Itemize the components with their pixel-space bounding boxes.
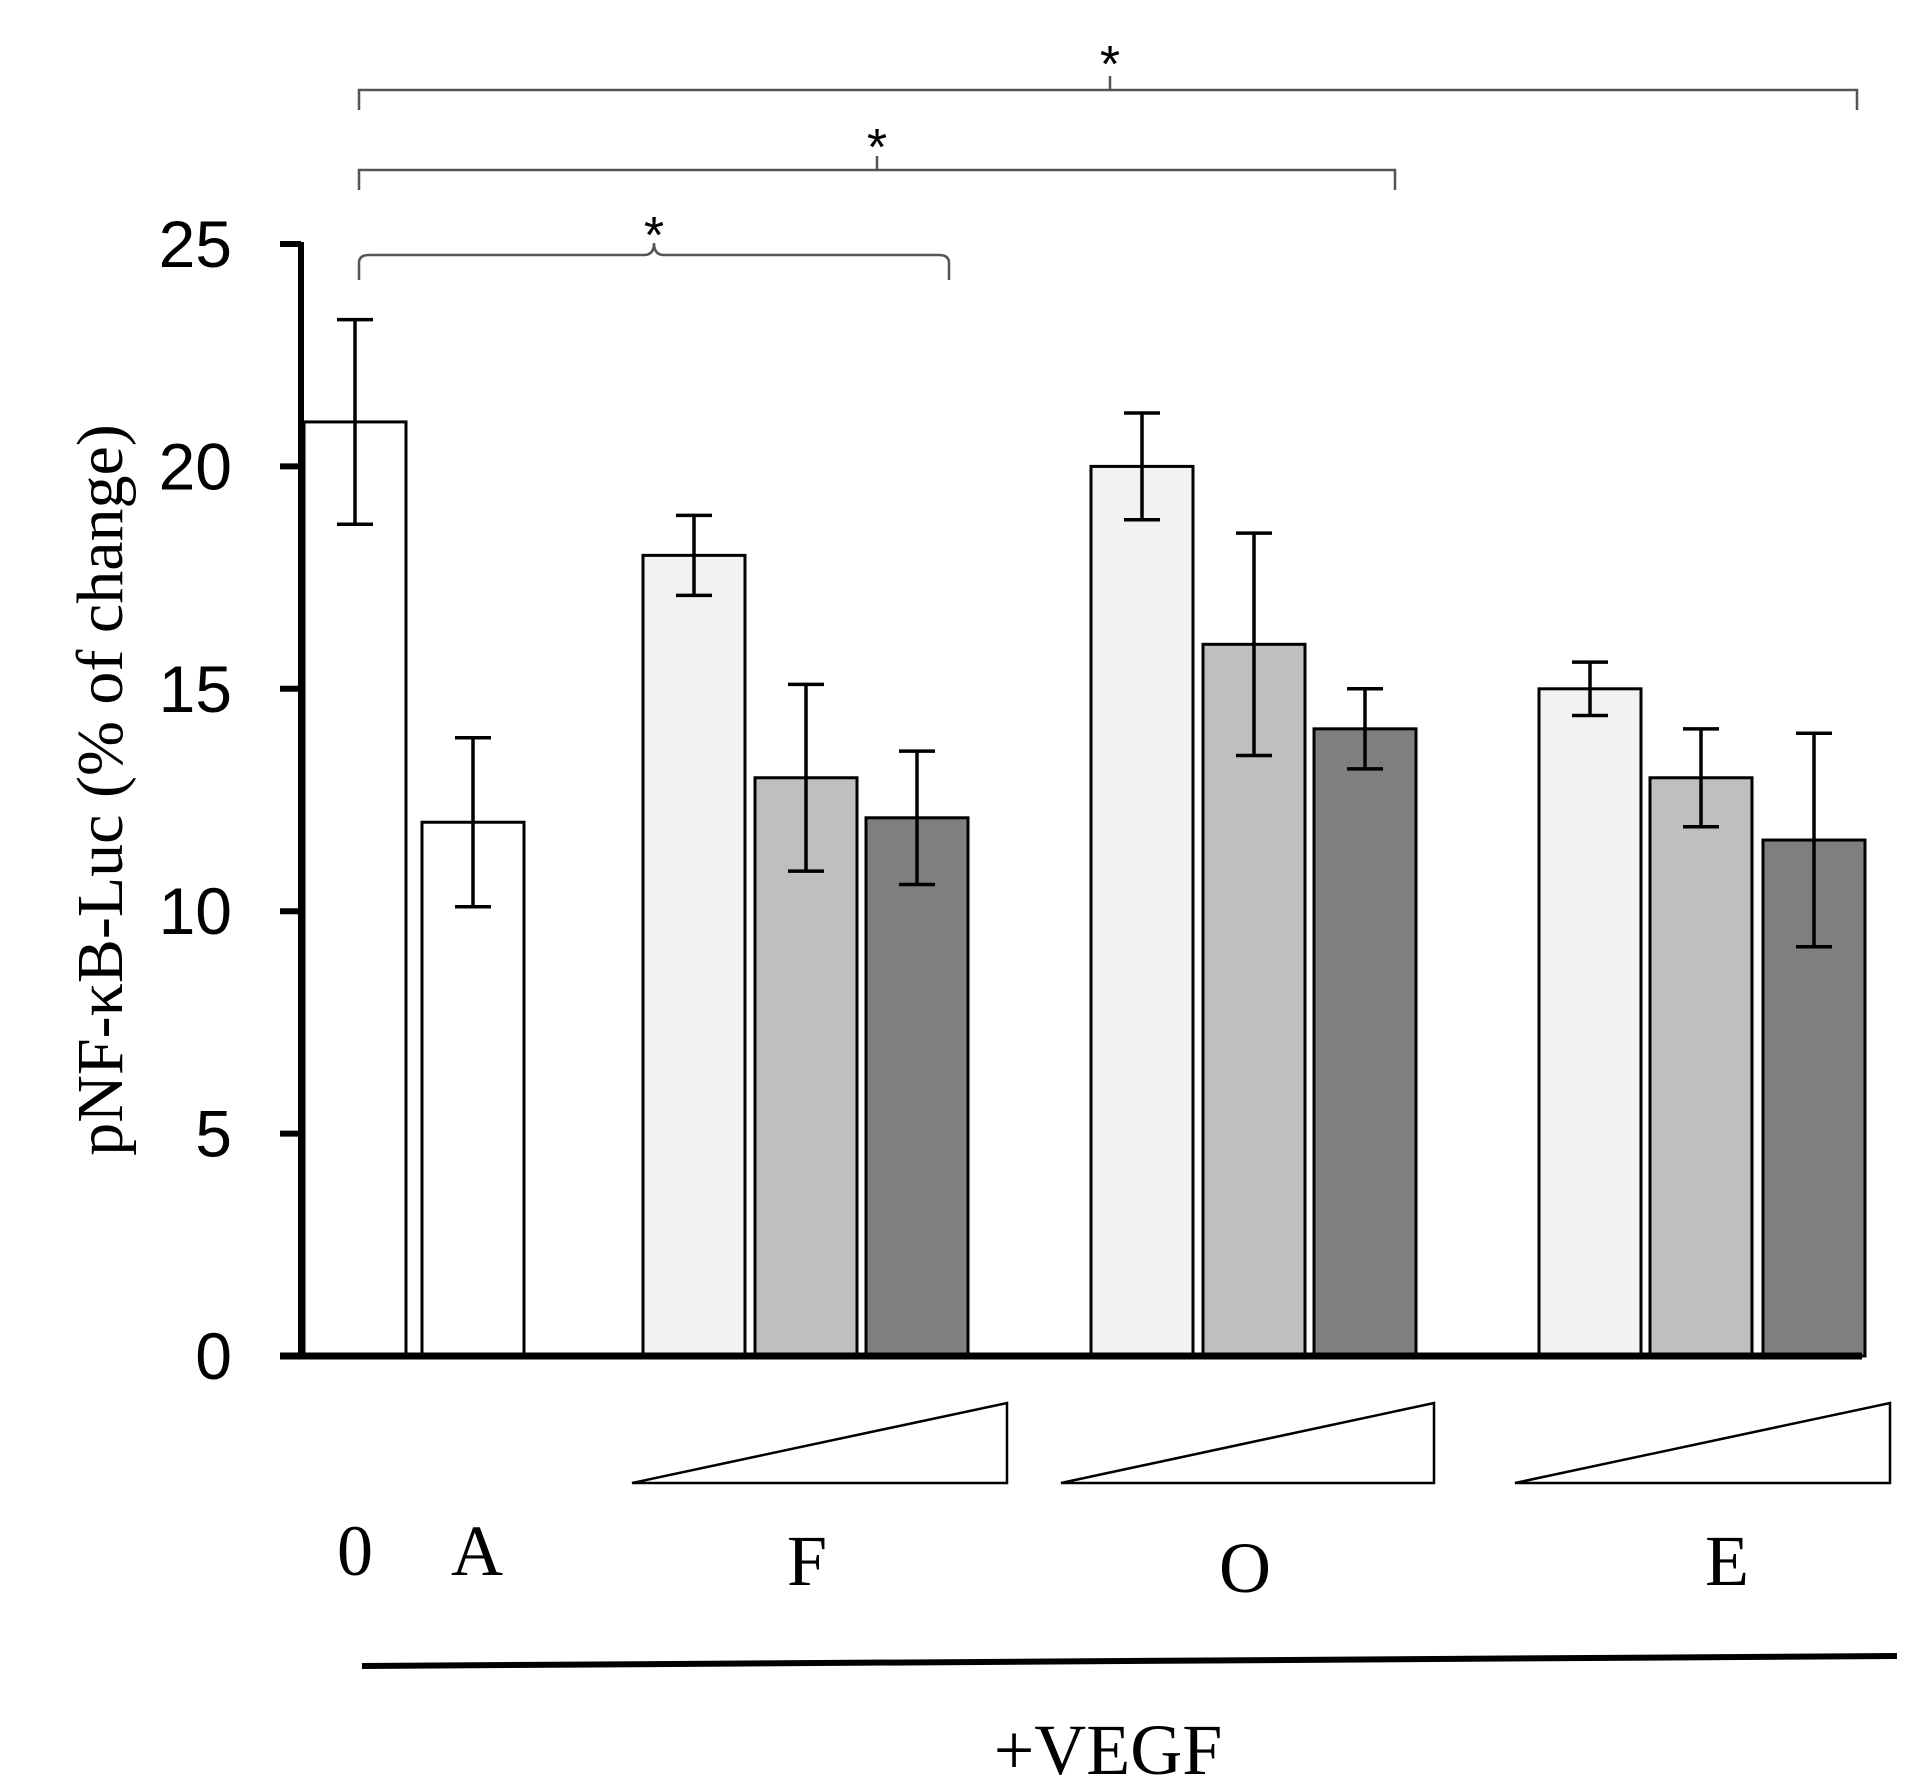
dose-triangles [631, 1401, 1892, 1485]
y-tick-label: 25 [159, 207, 232, 281]
significance-star: * [644, 207, 664, 265]
bar-F-2 [641, 553, 747, 1358]
group-label-A: A [451, 1511, 503, 1591]
bar-A-1 [420, 820, 526, 1358]
group-label-O: O [1219, 1528, 1271, 1608]
bars [302, 420, 1867, 1358]
y-tick-label: 10 [159, 874, 232, 948]
group-label-F: F [787, 1521, 827, 1601]
error-bars [337, 317, 1832, 949]
error-bar-2 [676, 513, 712, 598]
error-bar-6 [1236, 531, 1272, 758]
error-bar-0 [337, 317, 373, 526]
significance-bracket-O: * [357, 119, 1397, 190]
dose-triangle-F [631, 1401, 1009, 1485]
significance-bracket-E: * [357, 36, 1859, 110]
bar-F-4 [864, 816, 970, 1358]
bar-0-0 [302, 420, 408, 1358]
error-bar-7 [1347, 687, 1383, 771]
y-axis-label: pNF-κB-Luc (% of change) [64, 424, 137, 1156]
error-bar-5 [1124, 411, 1160, 522]
axes [280, 242, 1862, 1360]
group-label-0: 0 [337, 1511, 373, 1591]
dose-triangle-O [1060, 1401, 1436, 1485]
bar-E-8 [1537, 687, 1643, 1358]
significance-brackets: * * * [357, 36, 1859, 280]
error-bar-8 [1572, 660, 1608, 718]
error-bar-3 [788, 682, 824, 873]
dose-triangle-E [1514, 1401, 1892, 1485]
significance-star: * [867, 119, 887, 177]
error-bar-10 [1796, 731, 1832, 949]
group-label-E: E [1705, 1521, 1749, 1601]
y-tick-label: 15 [159, 652, 232, 726]
y-ticks: 0 5 10 15 20 25 [159, 207, 301, 1393]
y-tick-label: 0 [195, 1319, 232, 1393]
vegf-label: +VEGF [994, 1710, 1223, 1790]
error-bar-4 [899, 749, 935, 887]
bar-O-7 [1312, 727, 1418, 1358]
vegf-underline [361, 1653, 1898, 1669]
bar-O-5 [1089, 464, 1195, 1358]
significance-bracket-F: * [357, 207, 951, 280]
y-tick-label: 20 [159, 429, 232, 503]
bar-O-6 [1201, 642, 1307, 1358]
bar-E-9 [1648, 776, 1754, 1358]
y-tick-label: 5 [195, 1097, 232, 1171]
error-bar-9 [1683, 727, 1719, 829]
error-bar-1 [455, 735, 491, 909]
significance-star: * [1100, 36, 1120, 94]
